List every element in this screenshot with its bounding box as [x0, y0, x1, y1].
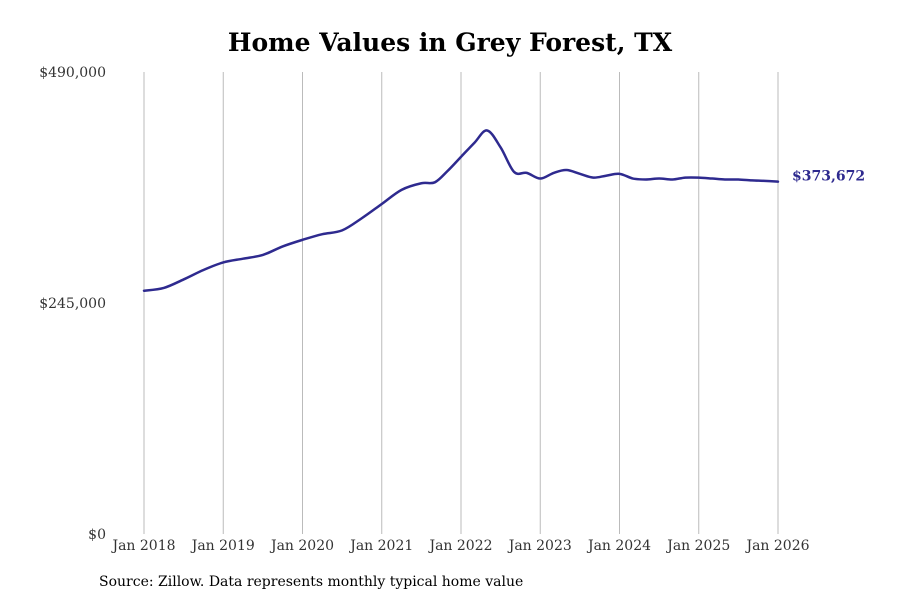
series-line [142, 129, 780, 292]
x-tick-label: Jan 2022 [427, 538, 492, 554]
y-tick-label: $0 [88, 527, 106, 543]
y-tick-label: $490,000 [39, 65, 106, 81]
y-tick-label: $245,000 [39, 296, 106, 312]
chart-title: Home Values in Grey Forest, TX [227, 28, 673, 57]
source-note: Source: Zillow. Data represents monthly … [99, 574, 524, 590]
x-tick-label: Jan 2021 [348, 538, 413, 554]
end-value-label: $373,672 [792, 169, 865, 185]
x-tick-label: Jan 2026 [744, 538, 809, 554]
series-layer: $373,672 [142, 129, 865, 292]
x-tick-label: Jan 2018 [110, 538, 175, 554]
axis-layer: Jan 2018 Jan 2019 Jan 2020 Jan 2021 Jan 2022… [39, 65, 809, 554]
x-tick-label: Jan 2023 [507, 538, 572, 554]
x-tick-label: Jan 2020 [269, 538, 334, 554]
x-tick-label: Jan 2024 [586, 538, 651, 554]
x-tick-label: Jan 2019 [190, 538, 255, 554]
x-tick-label: Jan 2025 [665, 538, 730, 554]
grid-layer [143, 72, 779, 534]
